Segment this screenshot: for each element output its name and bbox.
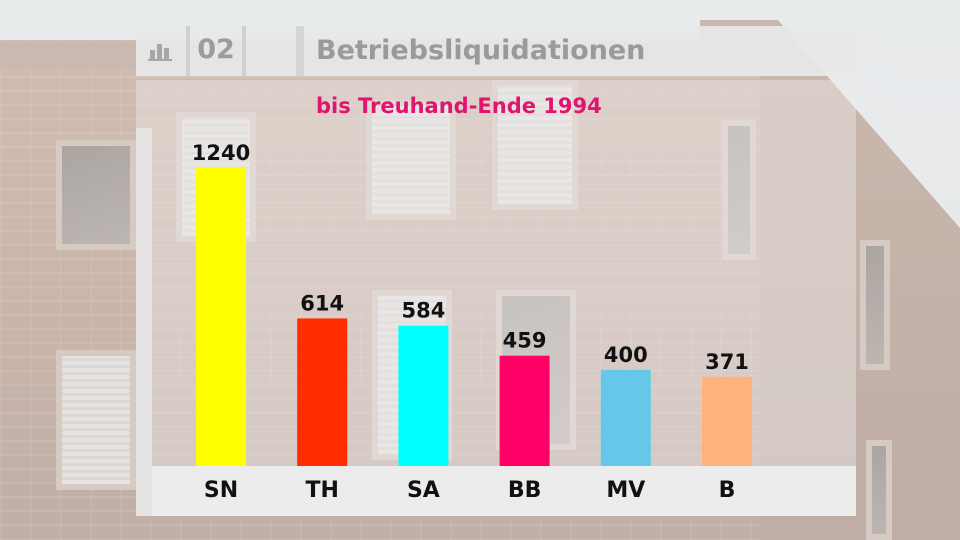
bar-bb <box>499 355 550 466</box>
title-blank-cell <box>246 26 296 76</box>
data-label-sa: 584 <box>401 299 445 323</box>
category-label-sn: SN <box>203 478 239 503</box>
chart-title: Betriebsliquidationen <box>316 35 646 66</box>
building-window <box>722 120 756 260</box>
chart-number-box: 02 <box>190 26 242 76</box>
category-label-mv: MV <box>606 478 646 503</box>
chart-subtitle: bis Treuhand-Ende 1994 <box>316 94 602 118</box>
building-window <box>56 140 136 250</box>
chart-panel-edge <box>136 128 152 516</box>
category-label-bb: BB <box>507 478 542 503</box>
chart-number: 02 <box>197 34 235 65</box>
data-label-mv: 400 <box>604 343 648 367</box>
title-bar: 02 Betriebsliquidationen <box>136 26 856 76</box>
building-window <box>866 440 892 540</box>
bar-sn <box>196 168 246 466</box>
bar-sa <box>398 325 449 466</box>
building-window <box>56 350 136 490</box>
category-label-sa: SA <box>406 478 440 503</box>
title-divider <box>296 26 304 76</box>
bar-chart: 1240 614 584 459 400 371 <box>192 141 752 466</box>
title-divider <box>242 26 246 76</box>
data-label-b: 371 <box>705 350 749 374</box>
category-axis-band <box>152 466 856 516</box>
data-label-th: 614 <box>300 291 344 315</box>
building-window <box>860 240 890 370</box>
category-label-b: B <box>718 478 736 503</box>
data-label-bb: 459 <box>503 329 547 353</box>
building-window <box>492 80 578 210</box>
building-window <box>366 100 456 220</box>
bar-b <box>702 376 752 466</box>
data-label-sn: 1240 <box>192 141 250 165</box>
category-label-th: TH <box>305 478 339 503</box>
bar-chart-icon <box>136 26 186 76</box>
plot-area: 1240 614 584 459 400 371 <box>152 120 856 466</box>
title-divider <box>186 26 190 76</box>
bar-mv <box>600 369 651 466</box>
bar-th <box>297 318 348 466</box>
